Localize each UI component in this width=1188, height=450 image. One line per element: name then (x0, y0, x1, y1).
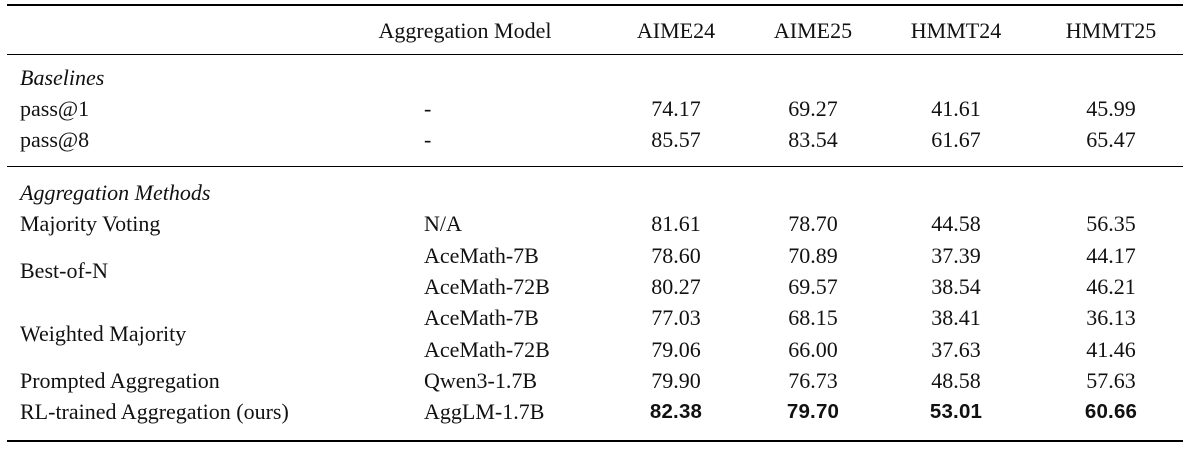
score-hmmt24: 61.67 (931, 127, 981, 152)
score-hmmt25: 41.46 (1086, 337, 1136, 362)
model-label: AceMath-72B (424, 337, 550, 362)
score-hmmt24-best: 53.01 (929, 400, 983, 423)
score-hmmt25: 45.99 (1086, 96, 1136, 121)
section-label: Baselines (20, 65, 105, 90)
score-hmmt24: 37.63 (931, 337, 981, 362)
model-label: AceMath-7B (424, 305, 539, 330)
score-hmmt24: 41.61 (931, 96, 981, 121)
table-row-prompted-aggregation: Prompted Aggregation Qwen3-1.7B 79.90 76… (0, 365, 1188, 396)
header-row: Aggregation Model AIME24 AIME25 HMMT24 H… (0, 15, 1188, 46)
score-aime24: 81.61 (651, 211, 701, 236)
score-aime25: 68.15 (788, 305, 838, 330)
score-aime24: 80.27 (651, 274, 701, 299)
table-row-majority-voting: Majority Voting N/A 81.61 78.70 44.58 56… (0, 208, 1188, 239)
score-hmmt25: 36.13 (1086, 305, 1136, 330)
score-aime25: 83.54 (788, 127, 838, 152)
score-hmmt25: 44.17 (1086, 243, 1136, 268)
score-aime24: 79.90 (651, 368, 701, 393)
score-aime24: 85.57 (651, 127, 701, 152)
score-aime25: 66.00 (788, 337, 838, 362)
model-label: AceMath-72B (424, 274, 550, 299)
method-label: pass@1 (20, 96, 90, 121)
bottom-rule (7, 440, 1183, 443)
model-label: AggLM-1.7B (424, 399, 545, 424)
header-rule (7, 54, 1183, 56)
column-header-hmmt25: HMMT25 (1065, 18, 1157, 43)
score-hmmt24: 48.58 (931, 368, 981, 393)
column-header-aggregation-model: Aggregation Model (378, 18, 552, 43)
score-hmmt25: 46.21 (1086, 274, 1136, 299)
score-hmmt24: 38.41 (931, 305, 981, 330)
table-row-pass8: pass@8 - 85.57 83.54 61.67 65.47 (0, 124, 1188, 155)
score-aime24: 79.06 (651, 337, 701, 362)
score-hmmt24: 38.54 (931, 274, 981, 299)
table-row-weighted-majority-72b: AceMath-72B 79.06 66.00 37.63 41.46 (0, 334, 1188, 365)
column-header-hmmt24: HMMT24 (910, 18, 1002, 43)
model-label: - (424, 96, 432, 121)
table-row-pass1: pass@1 - 74.17 69.27 41.61 45.99 (0, 93, 1188, 124)
score-hmmt24: 37.39 (931, 243, 981, 268)
score-aime25: 76.73 (788, 368, 838, 393)
score-hmmt24: 44.58 (931, 211, 981, 236)
method-label-weighted-majority: Weighted Majority (20, 321, 187, 346)
column-header-aime25: AIME25 (773, 18, 853, 43)
method-label: Prompted Aggregation (20, 368, 220, 393)
section-header-aggregation-methods: Aggregation Methods (0, 177, 1188, 208)
score-hmmt25: 57.63 (1086, 368, 1136, 393)
method-label: RL-trained Aggregation (ours) (20, 399, 289, 424)
table-row-best-of-n-7b: AceMath-7B 78.60 70.89 37.39 44.17 (0, 240, 1188, 271)
method-label-best-of-n: Best-of-N (20, 258, 108, 283)
model-label: N/A (424, 211, 462, 236)
table-row-rl-trained-aggregation: RL-trained Aggregation (ours) AggLM-1.7B… (0, 396, 1188, 427)
model-label: Qwen3-1.7B (424, 368, 538, 393)
table-row-weighted-majority-7b: AceMath-7B 77.03 68.15 38.41 36.13 (0, 302, 1188, 333)
mid-rule (7, 166, 1183, 168)
score-aime24: 74.17 (651, 96, 701, 121)
section-label: Aggregation Methods (20, 180, 211, 205)
model-label: - (424, 127, 432, 152)
score-aime25: 78.70 (788, 211, 838, 236)
score-hmmt25: 65.47 (1086, 127, 1136, 152)
score-aime25-best: 79.70 (786, 400, 840, 423)
score-hmmt25-best: 60.66 (1084, 400, 1138, 423)
column-header-aime24: AIME24 (636, 18, 716, 43)
score-aime25: 69.27 (788, 96, 838, 121)
score-hmmt25: 56.35 (1086, 211, 1136, 236)
score-aime24-best: 82.38 (649, 400, 703, 423)
table-row-best-of-n-72b: AceMath-72B 80.27 69.57 38.54 46.21 (0, 271, 1188, 302)
score-aime24: 78.60 (651, 243, 701, 268)
section-header-baselines: Baselines (0, 62, 1188, 93)
score-aime25: 69.57 (788, 274, 838, 299)
method-label: Majority Voting (20, 211, 161, 236)
method-label: pass@8 (20, 127, 90, 152)
model-label: AceMath-7B (424, 243, 539, 268)
top-rule (7, 4, 1183, 7)
score-aime25: 70.89 (788, 243, 838, 268)
score-aime24: 77.03 (651, 305, 701, 330)
